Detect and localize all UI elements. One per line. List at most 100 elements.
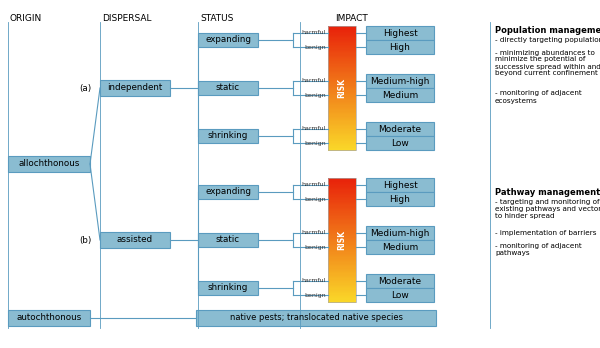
Bar [328, 129, 356, 130]
Text: - monitoring of adjacent
pathways: - monitoring of adjacent pathways [495, 243, 582, 256]
Bar [328, 53, 356, 55]
Bar [328, 120, 356, 122]
Bar [328, 282, 356, 284]
Bar [328, 224, 356, 226]
Bar [198, 81, 258, 95]
Bar [328, 26, 356, 28]
Bar [328, 84, 356, 86]
Bar [328, 240, 356, 242]
Text: assisted: assisted [117, 236, 153, 245]
Bar [328, 229, 356, 231]
Bar [328, 115, 356, 117]
Bar [328, 185, 356, 187]
Bar [328, 260, 356, 262]
Bar [328, 278, 356, 280]
Bar [328, 184, 356, 186]
Bar [328, 301, 356, 302]
Bar [328, 26, 356, 150]
Bar [328, 141, 356, 143]
Bar [328, 73, 356, 75]
Bar [328, 204, 356, 206]
Bar [328, 69, 356, 71]
Bar [328, 285, 356, 286]
Bar [328, 36, 356, 38]
Text: benign: benign [304, 293, 326, 298]
Bar [328, 117, 356, 118]
Bar [328, 214, 356, 216]
Bar [328, 287, 356, 289]
Bar [328, 76, 356, 77]
Bar [328, 265, 356, 267]
Bar [198, 185, 258, 199]
Bar [328, 30, 356, 31]
Bar [328, 108, 356, 110]
Bar [328, 58, 356, 60]
Bar [328, 209, 356, 211]
Text: Moderate: Moderate [379, 125, 422, 134]
Text: DISPERSAL: DISPERSAL [102, 14, 151, 23]
Bar [100, 80, 170, 96]
Bar [328, 52, 356, 54]
Bar [328, 123, 356, 125]
Text: benign: benign [304, 245, 326, 250]
Bar [366, 240, 434, 254]
Bar [328, 146, 356, 148]
Bar [328, 212, 356, 213]
Text: harmful: harmful [302, 79, 326, 84]
Bar [100, 232, 170, 248]
Bar [328, 74, 356, 76]
Bar [328, 291, 356, 293]
Bar [328, 78, 356, 80]
Bar [328, 137, 356, 139]
Bar [328, 125, 356, 127]
Bar [328, 294, 356, 296]
Bar [328, 60, 356, 61]
Bar [328, 139, 356, 141]
Bar [328, 246, 356, 248]
Text: expanding: expanding [205, 35, 251, 45]
Bar [328, 144, 356, 145]
Bar [328, 55, 356, 56]
Bar [366, 192, 434, 206]
Bar [328, 230, 356, 232]
Bar [328, 64, 356, 66]
Bar [328, 124, 356, 126]
Bar [328, 79, 356, 81]
Bar [328, 145, 356, 147]
Bar [328, 277, 356, 279]
Text: Low: Low [391, 139, 409, 148]
Bar [328, 266, 356, 268]
Bar [328, 128, 356, 129]
Bar [328, 198, 356, 200]
Bar [328, 41, 356, 42]
Bar [328, 82, 356, 84]
Text: Low: Low [391, 291, 409, 300]
Text: benign: benign [304, 45, 326, 49]
Bar [328, 140, 356, 142]
Bar [328, 29, 356, 30]
Bar [328, 106, 356, 108]
Text: STATUS: STATUS [200, 14, 233, 23]
Bar [328, 236, 356, 238]
Bar [328, 296, 356, 298]
Bar [328, 90, 356, 92]
Bar [328, 221, 356, 223]
Text: harmful: harmful [302, 31, 326, 35]
Text: (a): (a) [80, 84, 92, 93]
Bar [328, 92, 356, 94]
Bar [328, 143, 356, 144]
Bar [328, 195, 356, 197]
Bar [328, 256, 356, 258]
Text: benign: benign [304, 197, 326, 201]
Text: native pests; translocated native species: native pests; translocated native specie… [229, 314, 403, 323]
Bar [328, 89, 356, 91]
Bar [366, 274, 434, 288]
Text: Moderate: Moderate [379, 277, 422, 285]
Bar [198, 129, 258, 143]
Bar [328, 72, 356, 74]
Bar [328, 267, 356, 269]
Bar [328, 218, 356, 220]
Bar [328, 27, 356, 29]
Bar [328, 297, 356, 299]
Bar [328, 105, 356, 107]
